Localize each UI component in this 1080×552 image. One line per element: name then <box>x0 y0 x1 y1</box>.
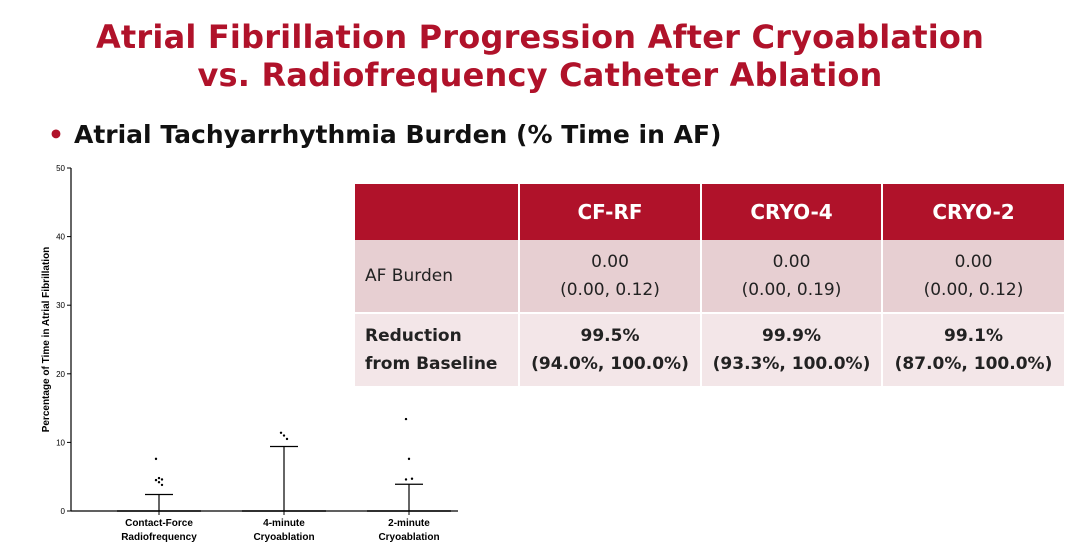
bullet-heading: • Atrial Tachyarrhythmia Burden (% Time i… <box>48 120 721 149</box>
outlier-point <box>285 437 289 441</box>
bullet-text: Atrial Tachyarrhythmia Burden (% Time in… <box>73 120 722 149</box>
x-tick-label: Contact-Force <box>125 518 193 529</box>
outlier-point <box>154 457 158 461</box>
results-table: CF-RF CRYO-4 CRYO-2 AF Burden 0.00 (0.00,… <box>355 184 1064 386</box>
outlier-point <box>160 483 164 487</box>
table-header-row: CF-RF CRYO-4 CRYO-2 <box>355 184 1064 240</box>
table-cell: 99.1% (87.0%, 100.0%) <box>882 313 1064 386</box>
header-cell-empty <box>355 184 520 240</box>
x-tick-label: Radiofrequency <box>121 532 197 543</box>
outlier-point <box>410 477 414 480</box>
outlier-point <box>404 417 408 421</box>
table-cell: 99.9% (93.3%, 100.0%) <box>701 313 883 386</box>
y-axis-label: Percentage of Time in Atrial Fibrillatio… <box>41 247 52 433</box>
header-cf-rf: CF-RF <box>519 184 702 240</box>
slide-title: Atrial Fibrillation Progression After Cr… <box>0 18 1080 94</box>
outlier-point <box>279 431 283 434</box>
y-tick-label: 0 <box>61 507 66 516</box>
table-cell: 99.5% (94.0%, 100.0%) <box>519 313 702 386</box>
y-tick-label: 40 <box>56 233 65 242</box>
table-cell: 0.00 (0.00, 0.12) <box>882 240 1064 314</box>
outlier-point <box>157 476 161 480</box>
outlier-point <box>154 478 158 482</box>
table-row: AF Burden 0.00 (0.00, 0.12) 0.00 (0.00, 0.… <box>355 240 1064 314</box>
outlier-point <box>404 478 408 481</box>
outlier-point <box>282 434 286 437</box>
header-cryo-4: CRYO-4 <box>701 184 883 240</box>
y-tick-label: 30 <box>56 301 65 310</box>
x-tick-label: Cryoablation <box>378 532 439 543</box>
x-tick-label: 2-minute <box>388 518 430 529</box>
row-label-reduction: Reduction from Baseline <box>355 313 520 386</box>
header-cryo-2: CRYO-2 <box>882 184 1064 240</box>
outlier-point <box>407 457 411 461</box>
bullet-dot-icon: • <box>48 120 64 149</box>
x-tick-label: Cryoablation <box>253 532 314 543</box>
y-tick-label: 50 <box>56 164 65 173</box>
table-row: Reduction from Baseline 99.5% (94.0%, 100.… <box>355 313 1064 386</box>
table-cell: 0.00 (0.00, 0.12) <box>519 240 702 314</box>
y-tick-label: 20 <box>56 370 65 379</box>
x-tick-label: 4-minute <box>263 518 305 529</box>
title-line-1: Atrial Fibrillation Progression After Cr… <box>95 18 985 56</box>
outlier-point <box>160 478 164 481</box>
title-line-2: vs. Radiofrequency Catheter Ablation <box>197 56 883 94</box>
burden-chart: 0 10 20 30 40 50 Percentage of Time in Atrial … <box>41 164 458 543</box>
table-cell: 0.00 (0.00, 0.19) <box>701 240 883 314</box>
y-tick-label: 10 <box>56 438 65 447</box>
row-label-af-burden: AF Burden <box>355 240 520 314</box>
outlier-point <box>157 480 161 484</box>
